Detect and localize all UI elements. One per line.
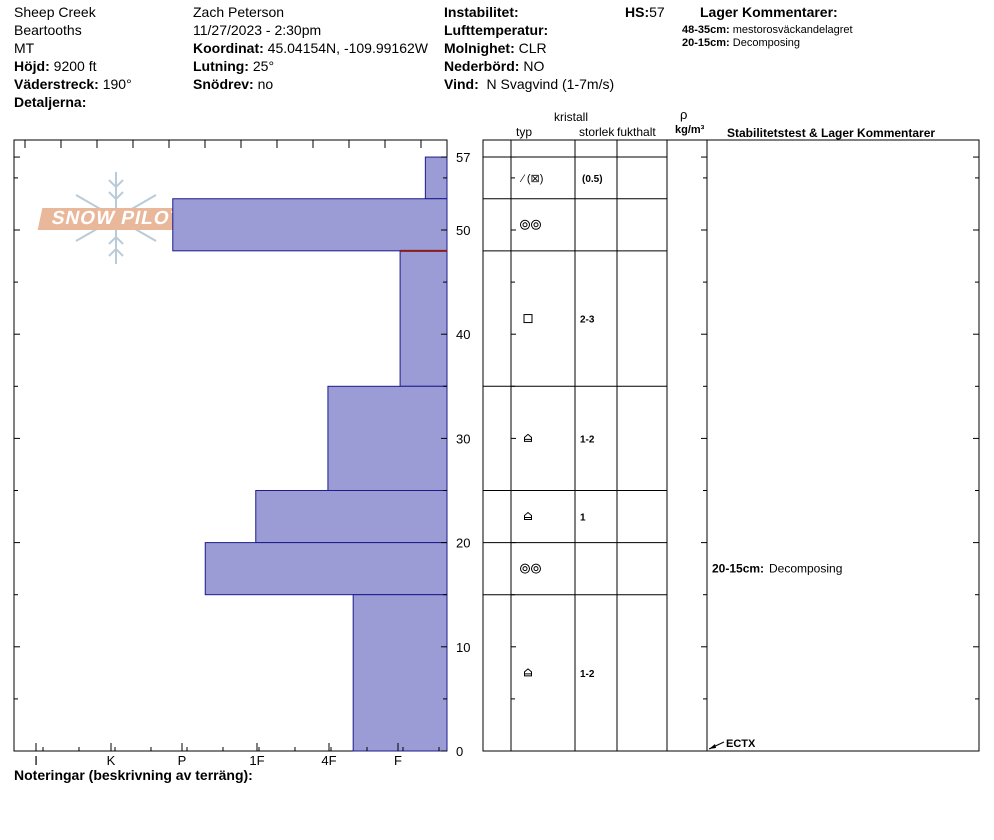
sky-value: CLR — [518, 40, 547, 56]
coord-field: Koordinat: 45.04154N, -109.99162W — [193, 40, 428, 56]
state: MT — [14, 40, 35, 56]
depth-hoar-icon — [524, 511, 532, 521]
melt-freeze-icon — [531, 563, 541, 574]
elevation-label: Höjd: — [14, 58, 50, 74]
crystal-column-header: kristall — [554, 110, 589, 124]
melt-freeze-icon — [531, 219, 541, 230]
y-tick-label: 30 — [456, 431, 470, 446]
location: Sheep Creek — [14, 4, 96, 20]
instability-label: Instabilitet: — [444, 4, 519, 20]
crystal-size: (0.5) — [582, 174, 603, 185]
airtemp-label: Lufttemperatur: — [444, 22, 549, 38]
melt-freeze-icon — [533, 566, 539, 572]
layer-comment: 48-35cm: mestorosväckandelagret — [682, 24, 853, 37]
density-unit-header: kg/m³ — [675, 124, 705, 136]
crystal-size: 2-3 — [580, 315, 595, 326]
x-tick-label: I — [34, 753, 38, 768]
y-tick-label: 50 — [456, 223, 470, 238]
x-tick-label: P — [178, 753, 187, 768]
crystal-size: 1-2 — [580, 434, 595, 445]
aspect-field: Väderstreck: 190° — [14, 76, 132, 92]
x-tick-label: K — [107, 753, 116, 768]
stability-test-label: ECTX — [726, 738, 756, 750]
y-tick-label: 0 — [456, 744, 463, 759]
sky-label: Molnighet: — [444, 40, 515, 56]
y-tick-label: 10 — [456, 640, 470, 655]
hardness-bar — [327, 385, 448, 491]
snowpilot-logo: SNOW PILOT — [37, 170, 198, 270]
layer-comment-range: 48-35cm: — [682, 24, 730, 36]
depth-hoar-icon — [524, 433, 532, 442]
hs-value: 57 — [649, 4, 665, 20]
sky-field: Molnighet: CLR — [444, 40, 547, 56]
observer: Zach Peterson — [193, 4, 285, 20]
datetime: 11/27/2023 - 2:30pm — [193, 22, 322, 38]
depth-hoar-icon — [524, 668, 532, 677]
crystal-symbol: ⁄ (⊠) — [519, 173, 543, 185]
hs-label: HS: — [625, 4, 650, 20]
y-tick-label: 57 — [456, 150, 470, 165]
stability-column-header: Stabilitetstest & Lager Kommentarer — [727, 126, 936, 140]
slope-label: Lutning: — [193, 58, 249, 74]
faceted-icon — [523, 314, 533, 324]
drift-label: Snödrev: — [193, 76, 254, 92]
y-tick-label: 20 — [456, 536, 470, 551]
elevation-field: Höjd: 9200 ft — [14, 58, 96, 74]
hardness-bar — [172, 198, 448, 252]
type-column-header: typ — [516, 125, 533, 139]
y-tick-label: 40 — [456, 327, 470, 342]
precip-label: Nederbörd: — [444, 58, 520, 74]
x-tick-label: 1F — [249, 753, 264, 768]
hs-field: HS:57 — [625, 4, 665, 20]
moisture-column-header: fukthalt — [617, 125, 656, 139]
notes-label: Noteringar (beskrivning av terräng): — [14, 767, 253, 783]
melt-freeze-icon — [520, 563, 530, 574]
rho-column-header: ρ — [680, 107, 688, 122]
drift-field: Snödrev: no — [193, 76, 273, 92]
layer-comment: 20-15cm: Decomposing — [682, 37, 800, 50]
stability-comment-range: 20-15cm: — [712, 562, 764, 576]
slope-field: Lutning: 25° — [193, 58, 274, 74]
crystal-size: 1-2 — [580, 669, 595, 680]
wind-label: Vind: — [444, 76, 479, 92]
x-tick-label: F — [394, 753, 402, 768]
precip-field: Nederbörd: NO — [444, 58, 544, 74]
aspect-value: 190° — [102, 76, 132, 92]
hardness-bar — [204, 542, 448, 596]
details-label: Detaljerna: — [14, 94, 87, 110]
aspect-label: Väderstreck: — [14, 76, 99, 92]
hardness-bar — [399, 250, 448, 387]
wind-field: Vind: N Svagvind (1-7m/s) — [444, 76, 614, 92]
elevation-value: 9200 ft — [53, 58, 97, 74]
layer-comment-range: 20-15cm: — [682, 37, 730, 49]
layer-comments-title: Lager Kommentarer: — [700, 4, 838, 20]
layer-table-frame — [482, 139, 980, 752]
melt-freeze-icon — [522, 222, 528, 228]
layer-comment-text: Decomposing — [732, 37, 801, 49]
slope-value: 25° — [252, 58, 275, 74]
stability-comment-text: Decomposing — [769, 562, 842, 576]
x-tick-label: 4F — [321, 753, 336, 768]
size-column-header: storlek — [579, 126, 615, 139]
crystal-size: 1 — [580, 513, 586, 524]
wind-value: N Svagvind (1-7m/s) — [486, 76, 615, 92]
layer-comment-text: mestorosväckandelagret — [732, 24, 853, 36]
precip-value: NO — [523, 58, 545, 74]
melt-freeze-icon — [533, 222, 539, 228]
hardness-bar — [255, 490, 448, 544]
coord-value: 45.04154N, -109.99162W — [267, 40, 428, 56]
melt-freeze-icon — [522, 566, 528, 572]
range: Beartooths — [14, 22, 82, 38]
coord-label: Koordinat: — [193, 40, 264, 56]
melt-freeze-icon — [520, 219, 530, 230]
drift-value: no — [257, 76, 274, 92]
hardness-bar — [352, 594, 448, 752]
test-marker-arrowhead — [709, 744, 716, 749]
